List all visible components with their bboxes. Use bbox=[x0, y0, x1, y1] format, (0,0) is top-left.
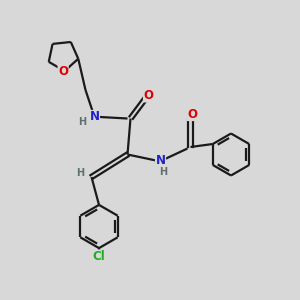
Text: O: O bbox=[187, 107, 197, 121]
Text: O: O bbox=[143, 89, 154, 102]
Text: N: N bbox=[89, 110, 100, 124]
Text: H: H bbox=[76, 167, 84, 178]
Text: N: N bbox=[155, 154, 166, 167]
Text: Cl: Cl bbox=[93, 250, 105, 263]
Text: H: H bbox=[78, 117, 86, 128]
Text: H: H bbox=[159, 167, 168, 177]
Text: O: O bbox=[58, 64, 68, 77]
